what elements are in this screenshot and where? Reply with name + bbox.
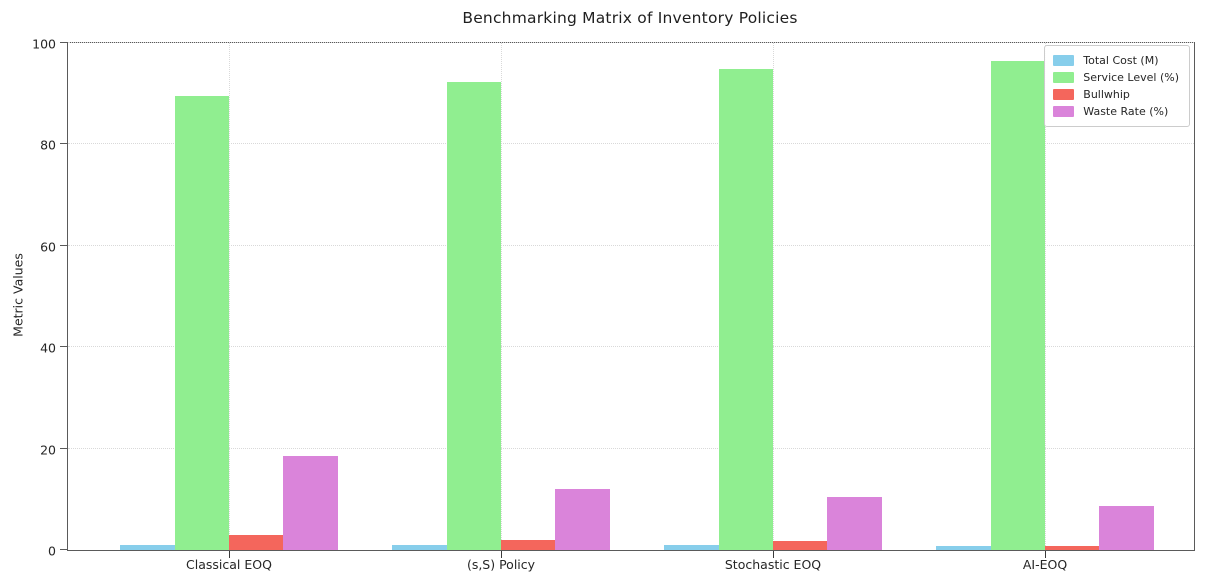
v-gridline: [501, 43, 502, 550]
chart-title: Benchmarking Matrix of Inventory Policie…: [462, 9, 798, 27]
x-tick-label: (s,S) Policy: [466, 557, 536, 572]
v-gridline: [773, 43, 774, 550]
bar-service-level: [446, 81, 501, 550]
legend-swatch: [1053, 72, 1075, 83]
legend-swatch: [1053, 55, 1075, 66]
bar-total-cost-m: [936, 545, 991, 550]
bar-total-cost-m: [392, 545, 447, 550]
bar-bullwhip: [229, 534, 284, 550]
x-tick-mark: [229, 551, 230, 558]
y-tick-mark: [60, 143, 67, 145]
legend: Total Cost (M) Service Level (%) Bullwhip W…: [1044, 45, 1190, 127]
y-tick-mark: [60, 346, 67, 348]
x-tick-label: AI-EOQ: [1022, 557, 1068, 572]
bar-total-cost-m: [120, 544, 175, 550]
y-tick-mark: [60, 244, 67, 246]
bar-waste-rate: [283, 456, 338, 550]
bar-bullwhip: [773, 540, 828, 550]
legend-item: Bullwhip: [1053, 86, 1179, 103]
legend-label: Bullwhip: [1083, 88, 1130, 101]
y-tick-mark: [60, 447, 67, 449]
bar-waste-rate: [1099, 505, 1154, 550]
legend-swatch: [1053, 89, 1075, 100]
x-tick-mark: [501, 551, 502, 558]
legend-item: Total Cost (M): [1053, 52, 1179, 69]
bar-service-level: [718, 68, 773, 550]
plot-area: 0 20 40 60 80 100 Classical EOQ (s,S) Policy Sto…: [32, 36, 1195, 572]
y-tick-label: 100: [32, 36, 56, 52]
y-tick-label: 20: [40, 441, 56, 457]
x-tick-label: Stochastic EOQ: [724, 557, 822, 572]
bar-total-cost-m: [664, 545, 719, 550]
legend-swatch: [1053, 106, 1075, 117]
bar-service-level: [174, 96, 229, 550]
h-gridline: [68, 244, 1194, 246]
bar-waste-rate: [555, 489, 610, 550]
legend-label: Total Cost (M): [1083, 54, 1159, 67]
h-gridline: [68, 447, 1194, 449]
legend-item: Service Level (%): [1053, 69, 1179, 86]
v-gridline: [229, 43, 230, 550]
bar-bullwhip: [501, 540, 556, 550]
y-axis-label: Metric Values: [10, 253, 26, 337]
v-gridline: [1045, 43, 1046, 550]
legend-item: Waste Rate (%): [1053, 103, 1179, 120]
y-tick-label: 0: [48, 543, 56, 559]
x-tick-mark: [773, 551, 774, 558]
y-tick-mark: [60, 549, 67, 550]
y-tick-mark: [60, 42, 67, 43]
legend-label: Service Level (%): [1083, 71, 1179, 84]
y-tick-label: 60: [40, 239, 56, 255]
x-tick-label: Classical EOQ: [186, 557, 272, 572]
y-tick-label: 40: [40, 340, 56, 356]
x-tick-mark: [1045, 551, 1046, 558]
h-gridline: [68, 143, 1194, 145]
h-gridline: [68, 346, 1194, 348]
bar-bullwhip: [1045, 545, 1100, 550]
bar-waste-rate: [827, 496, 882, 550]
bar-service-level: [990, 60, 1045, 550]
y-tick-label: 80: [40, 137, 56, 153]
h-gridline: [68, 42, 1194, 43]
legend-label: Waste Rate (%): [1083, 105, 1169, 118]
